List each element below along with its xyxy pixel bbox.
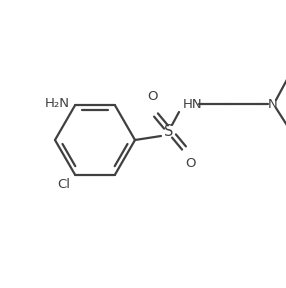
Text: S: S (164, 124, 174, 139)
Text: HN: HN (183, 98, 202, 111)
Text: O: O (148, 90, 158, 103)
Text: Cl: Cl (57, 178, 70, 191)
Text: O: O (186, 157, 196, 170)
Text: N: N (268, 98, 278, 111)
Text: H₂N: H₂N (45, 97, 70, 110)
